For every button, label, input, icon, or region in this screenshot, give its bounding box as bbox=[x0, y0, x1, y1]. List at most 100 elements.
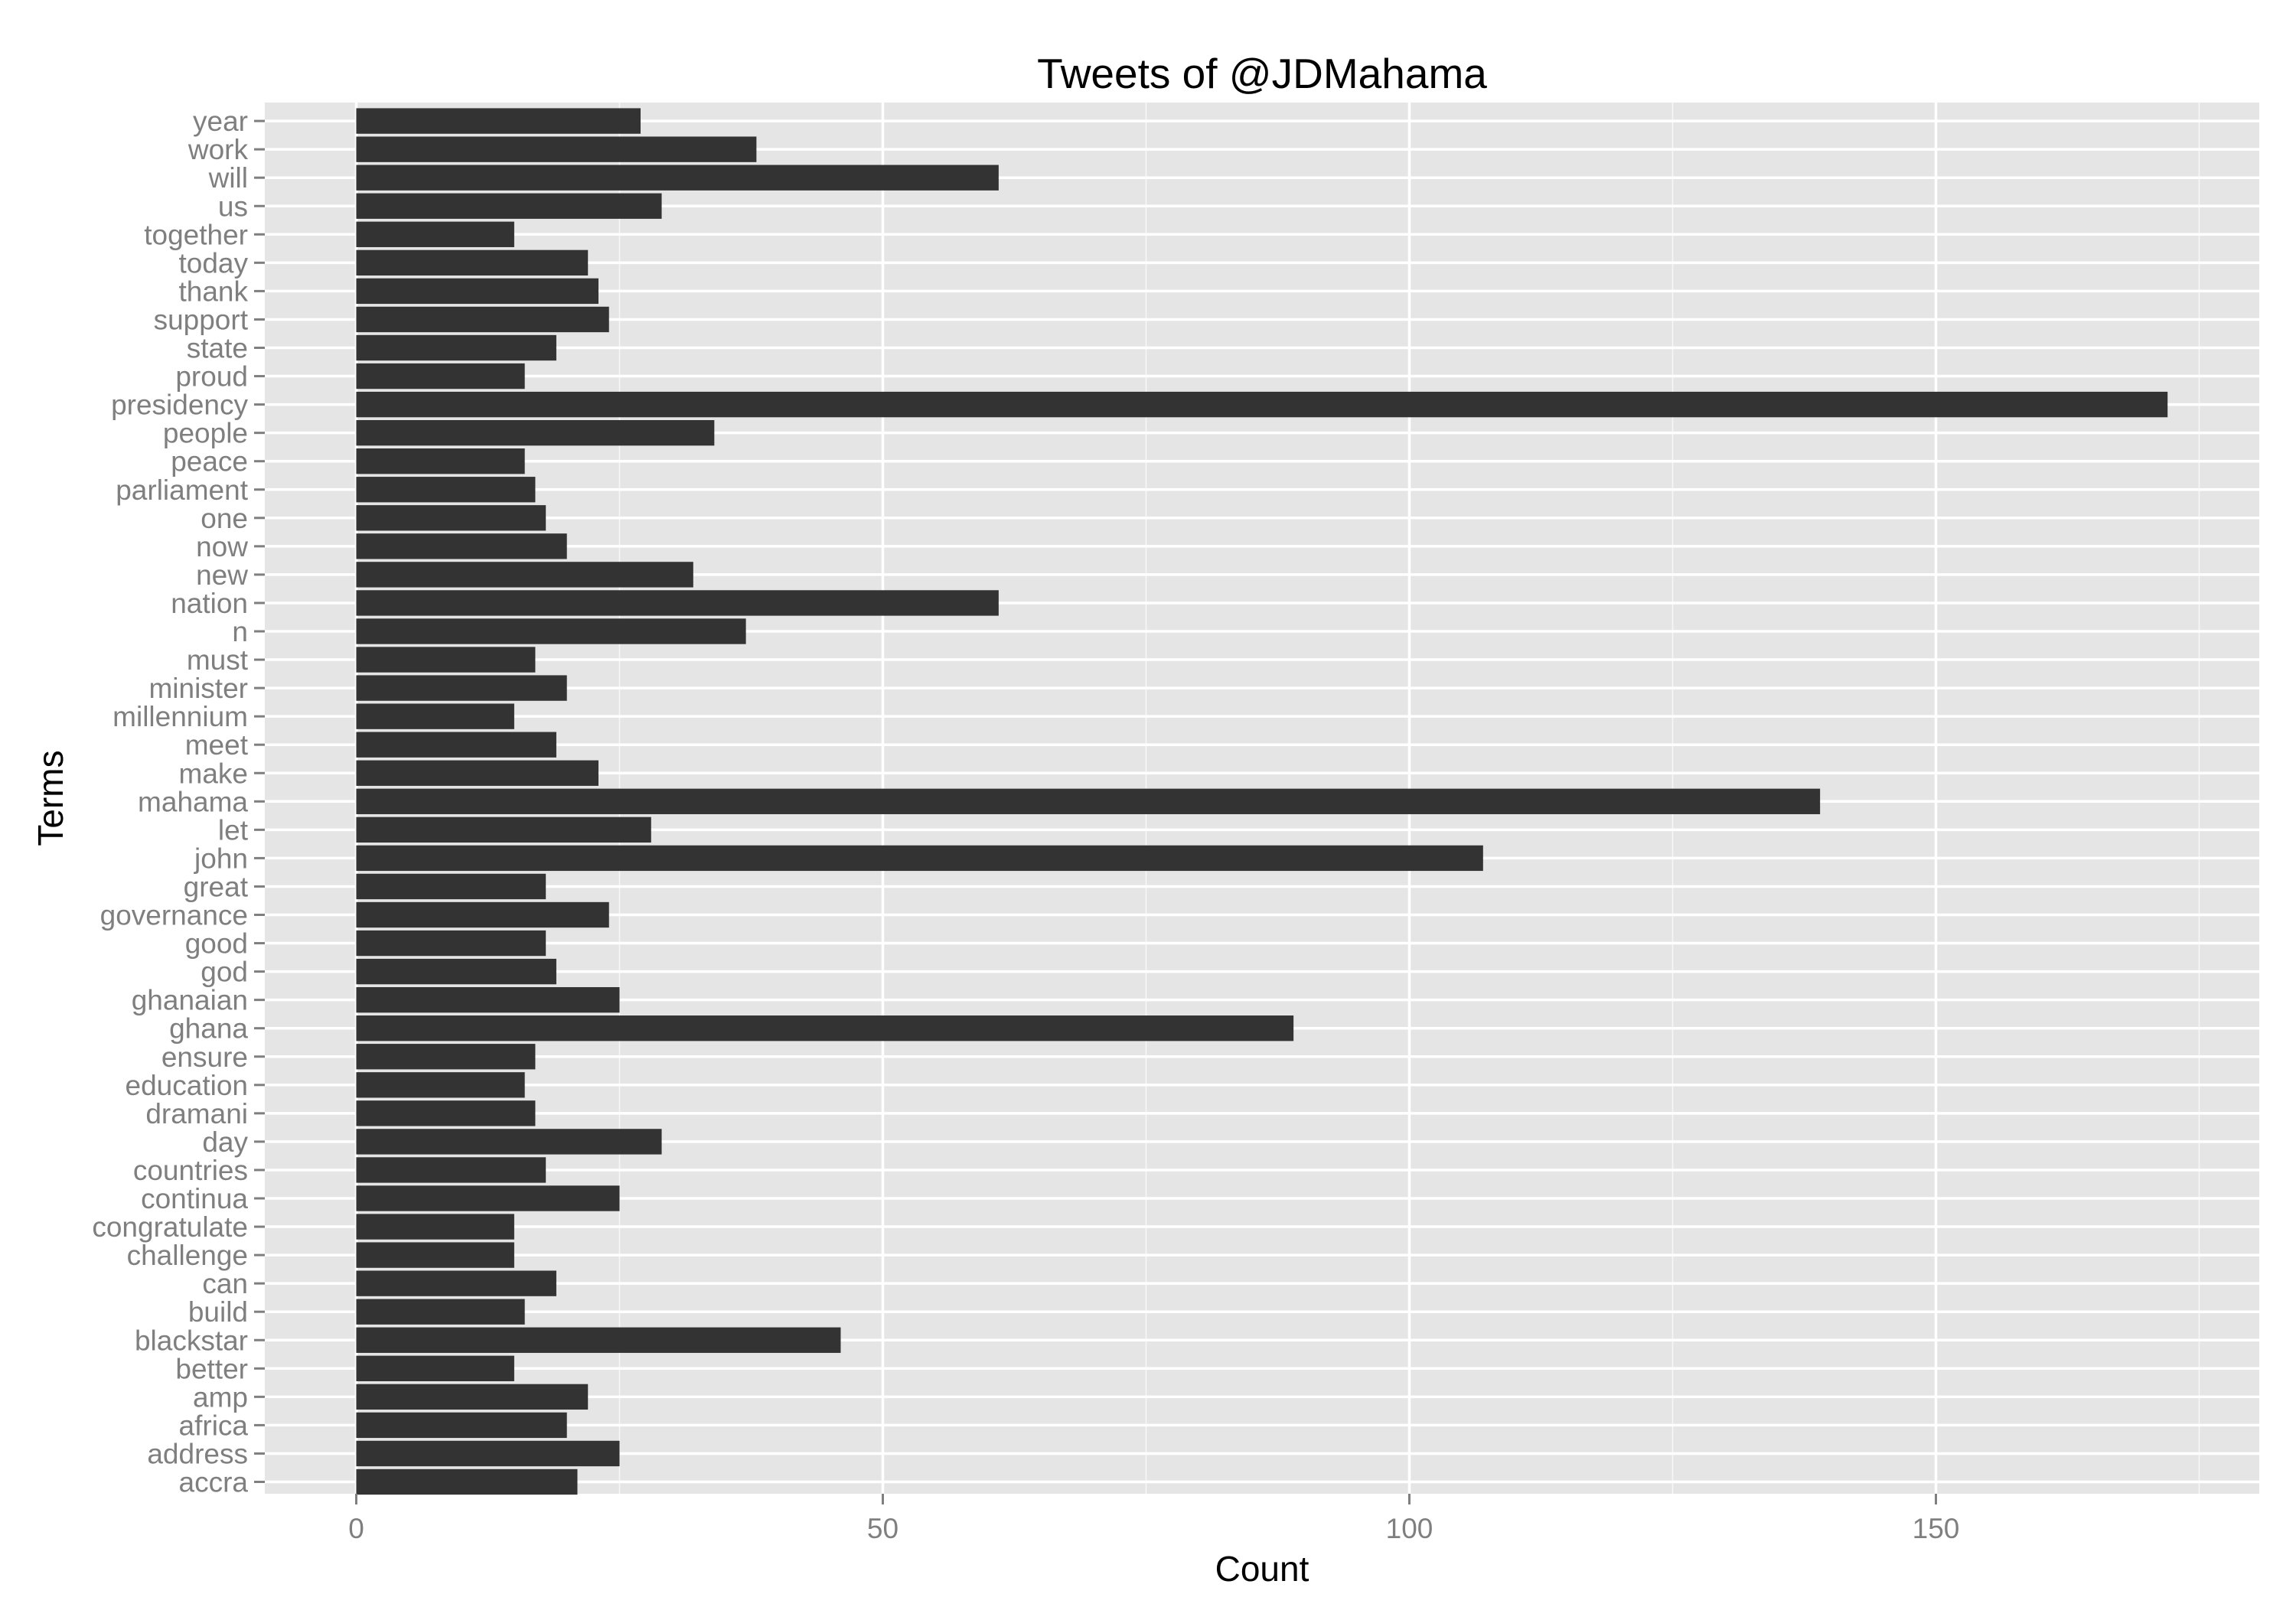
y-tick-label: ensure bbox=[161, 1041, 248, 1073]
bar-let bbox=[356, 817, 651, 843]
y-tick-label: blackstar bbox=[135, 1325, 248, 1356]
x-tick-label: 150 bbox=[1913, 1513, 1960, 1544]
y-tick-label: ghana bbox=[169, 1013, 248, 1045]
bar-make bbox=[356, 760, 598, 786]
y-tick-label: peace bbox=[171, 446, 248, 478]
bar-can bbox=[356, 1270, 556, 1296]
y-tick-label: work bbox=[188, 134, 249, 165]
bar-one bbox=[356, 505, 546, 531]
y-tick-label: minister bbox=[148, 673, 248, 704]
y-tick-label: accra bbox=[179, 1467, 249, 1498]
bar-great bbox=[356, 873, 546, 900]
bar-nation bbox=[356, 590, 999, 616]
y-tick-label: let bbox=[218, 814, 249, 846]
bar-continua bbox=[356, 1185, 620, 1211]
y-axis-title: Terms bbox=[31, 750, 70, 846]
x-tick-label: 0 bbox=[348, 1513, 364, 1544]
major-gridlines bbox=[265, 103, 2259, 1494]
bar-now bbox=[356, 533, 567, 559]
y-tick-label: will bbox=[208, 162, 248, 194]
y-tick-label: governance bbox=[100, 900, 248, 931]
y-tick-label: congratulate bbox=[92, 1211, 248, 1243]
bar-ensure bbox=[356, 1044, 536, 1070]
bar-today bbox=[356, 249, 589, 276]
bar-n bbox=[356, 618, 746, 644]
y-tick-label: proud bbox=[175, 361, 248, 393]
bar-parliament bbox=[356, 477, 536, 503]
y-tick-label: must bbox=[187, 644, 249, 676]
bar-work bbox=[356, 136, 757, 162]
bar-amp bbox=[356, 1384, 589, 1410]
y-tick-label: new bbox=[196, 559, 248, 591]
bar-john bbox=[356, 845, 1483, 872]
bar-governance bbox=[356, 901, 609, 928]
bar-ghana bbox=[356, 1015, 1294, 1041]
bar-year bbox=[356, 108, 641, 134]
y-tick-label: dramani bbox=[145, 1098, 248, 1129]
bar-will bbox=[356, 165, 999, 191]
y-tick-label: thank bbox=[178, 275, 248, 307]
bar-meet bbox=[356, 732, 556, 758]
bar-mahama bbox=[356, 788, 1821, 814]
bar-must bbox=[356, 647, 536, 673]
bar-address bbox=[356, 1440, 620, 1467]
y-tick-label: n bbox=[232, 616, 248, 647]
y-tick-label: continua bbox=[141, 1183, 248, 1214]
y-tick-label: one bbox=[201, 503, 248, 534]
bar-africa bbox=[356, 1412, 567, 1439]
y-tick-label: millennium bbox=[113, 701, 248, 732]
x-axis-title: Count bbox=[1215, 1549, 1309, 1589]
bar-proud bbox=[356, 363, 525, 390]
y-axis-ticks: accraaddressafricaampbetterblackstarbuil… bbox=[92, 106, 265, 1498]
bar-countries bbox=[356, 1157, 546, 1183]
y-tick-label: amp bbox=[193, 1381, 248, 1413]
y-tick-label: nation bbox=[171, 588, 248, 619]
bar-ghanaian bbox=[356, 986, 620, 1013]
y-tick-label: mahama bbox=[138, 786, 248, 817]
bar-better bbox=[356, 1355, 514, 1381]
y-tick-label: now bbox=[196, 531, 248, 562]
bar-dramani bbox=[356, 1100, 536, 1126]
y-tick-label: people bbox=[163, 418, 248, 449]
y-tick-label: support bbox=[154, 304, 249, 335]
bar-peace bbox=[356, 448, 525, 474]
y-tick-label: address bbox=[147, 1438, 248, 1469]
bar-good bbox=[356, 930, 546, 957]
y-tick-label: state bbox=[187, 333, 248, 364]
y-tick-label: education bbox=[126, 1070, 248, 1101]
bar-minister bbox=[356, 675, 567, 701]
bar-millennium bbox=[356, 703, 514, 729]
bar-state bbox=[356, 334, 556, 361]
bar-blackstar bbox=[356, 1327, 841, 1353]
bar-day bbox=[356, 1129, 662, 1155]
bar-education bbox=[356, 1072, 525, 1098]
chart-title: Tweets of @JDMahama bbox=[1037, 50, 1487, 97]
y-tick-label: meet bbox=[185, 729, 249, 761]
bar-together bbox=[356, 221, 514, 247]
y-tick-label: better bbox=[175, 1353, 248, 1384]
x-axis-ticks: 0 50 100 150 bbox=[348, 1494, 1959, 1544]
y-tick-label: challenge bbox=[127, 1240, 248, 1271]
y-tick-label: ghanaian bbox=[132, 985, 248, 1016]
bar-build bbox=[356, 1299, 525, 1325]
bar-accra bbox=[356, 1468, 578, 1495]
y-tick-label: god bbox=[201, 957, 248, 988]
y-tick-label: build bbox=[188, 1296, 248, 1328]
bar-people bbox=[356, 419, 715, 446]
y-tick-label: together bbox=[144, 219, 248, 250]
x-tick-label: 50 bbox=[867, 1513, 899, 1544]
bars-group bbox=[356, 108, 2168, 1495]
y-tick-label: can bbox=[202, 1268, 248, 1299]
x-tick-label: 100 bbox=[1386, 1513, 1433, 1544]
bar-challenge bbox=[356, 1242, 514, 1268]
y-tick-label: john bbox=[194, 843, 248, 874]
y-tick-label: parliament bbox=[116, 474, 248, 506]
y-tick-label: good bbox=[185, 928, 248, 960]
y-tick-label: day bbox=[202, 1126, 248, 1158]
y-tick-label: today bbox=[178, 247, 248, 279]
y-tick-label: make bbox=[179, 758, 248, 789]
bar-congratulate bbox=[356, 1214, 514, 1240]
y-tick-label: great bbox=[184, 871, 249, 902]
